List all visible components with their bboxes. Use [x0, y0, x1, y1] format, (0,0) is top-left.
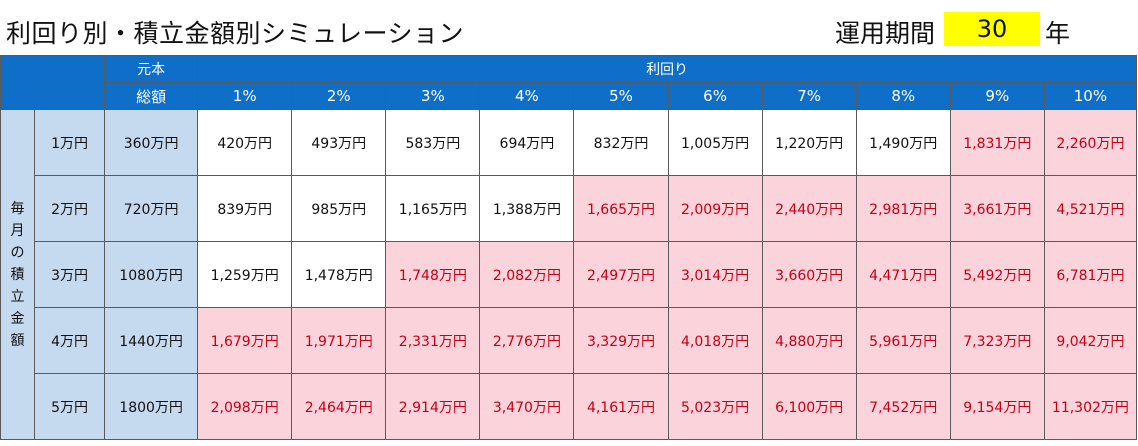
result-cell: 3,014万円 — [667, 241, 763, 308]
side-label-char: 金 — [10, 310, 25, 327]
result-cell: 3,329万円 — [573, 307, 669, 374]
header-corner-cell — [0, 55, 106, 110]
table-row: 2万円 720万円 839万円 985万円 1,165万円 1,388万円 1,665万円 2… — [1, 175, 1138, 242]
result-cell: 1,388万円 — [479, 175, 575, 242]
result-cell: 1,748万円 — [385, 241, 481, 308]
result-cell: 985万円 — [291, 175, 387, 242]
monthly-amount-cell: 1万円 — [34, 109, 106, 176]
monthly-amount-side-label: 毎月の積立金額 — [0, 109, 36, 440]
result-cell: 11,302万円 — [1043, 373, 1138, 440]
result-cell: 839万円 — [197, 175, 293, 242]
result-cell: 1,220万円 — [761, 109, 857, 176]
table-row: 4万円 1440万円 1,679万円 1,971万円 2,331万円 2,776万円 3,3… — [1, 307, 1138, 374]
principal-header-bottom: 総額 — [104, 82, 199, 110]
result-cell: 1,971万円 — [291, 307, 387, 374]
result-cell: 3,470万円 — [479, 373, 575, 440]
result-cell: 5,023万円 — [667, 373, 763, 440]
result-cell: 4,471万円 — [855, 241, 951, 308]
rate-header-cell: 8% — [855, 82, 951, 110]
result-cell: 4,018万円 — [667, 307, 763, 374]
principal-total-cell: 1440万円 — [104, 307, 199, 374]
result-cell: 493万円 — [291, 109, 387, 176]
result-cell: 2,440万円 — [761, 175, 857, 242]
side-label-char: 額 — [10, 332, 25, 349]
result-cell: 7,452万円 — [855, 373, 951, 440]
result-cell: 2,497万円 — [573, 241, 669, 308]
principal-total-cell: 1800万円 — [104, 373, 199, 440]
result-cell: 7,323万円 — [949, 307, 1045, 374]
result-cell: 4,521万円 — [1043, 175, 1138, 242]
rate-header-cell: 7% — [761, 82, 857, 110]
rate-header-cell: 6% — [667, 82, 763, 110]
yield-header: 利回り — [197, 55, 1137, 83]
monthly-amount-cell: 3万円 — [34, 241, 106, 308]
result-cell: 2,914万円 — [385, 373, 481, 440]
result-cell: 1,665万円 — [573, 175, 669, 242]
result-cell: 6,100万円 — [761, 373, 857, 440]
principal-total-cell: 720万円 — [104, 175, 199, 242]
result-cell: 1,165万円 — [385, 175, 481, 242]
result-cell: 2,331万円 — [385, 307, 481, 374]
result-cell: 1,490万円 — [855, 109, 951, 176]
principal-total-cell: 1080万円 — [104, 241, 199, 308]
rate-header-cell: 1% — [197, 82, 293, 110]
result-cell: 6,781万円 — [1043, 241, 1138, 308]
rate-header-cell: 9% — [949, 82, 1045, 110]
rate-header-cell: 10% — [1043, 82, 1138, 110]
result-cell: 4,161万円 — [573, 373, 669, 440]
period-unit: 年 — [1045, 19, 1071, 48]
page-title: 利回り別・積立金額別シミュレーション — [6, 19, 465, 48]
rate-header-cell: 3% — [385, 82, 481, 110]
monthly-amount-cell: 4万円 — [34, 307, 106, 374]
result-cell: 1,831万円 — [949, 109, 1045, 176]
result-cell: 2,098万円 — [197, 373, 293, 440]
result-cell: 2,776万円 — [479, 307, 575, 374]
result-cell: 4,880万円 — [761, 307, 857, 374]
side-label-char: 積 — [10, 266, 25, 283]
result-cell: 2,981万円 — [855, 175, 951, 242]
side-label-char: 立 — [10, 288, 25, 305]
result-cell: 420万円 — [197, 109, 293, 176]
result-cell: 832万円 — [573, 109, 669, 176]
principal-total-cell: 360万円 — [104, 109, 199, 176]
result-cell: 5,492万円 — [949, 241, 1045, 308]
result-cell: 9,042万円 — [1043, 307, 1138, 374]
rate-header-cell: 5% — [573, 82, 669, 110]
result-cell: 1,478万円 — [291, 241, 387, 308]
table-row: 5万円 1800万円 2,098万円 2,464万円 2,914万円 3,470万円 4,1… — [1, 373, 1138, 440]
table-row: 3万円 1080万円 1,259万円 1,478万円 1,748万円 2,082万円 2,4… — [1, 241, 1138, 308]
result-cell: 1,679万円 — [197, 307, 293, 374]
rate-header-cell: 4% — [479, 82, 575, 110]
period-value-field[interactable]: 30 — [944, 12, 1040, 46]
principal-header-top: 元本 — [104, 55, 199, 83]
result-cell: 5,961万円 — [855, 307, 951, 374]
side-label-char: 月 — [10, 222, 25, 239]
result-cell: 2,009万円 — [667, 175, 763, 242]
result-cell: 1,259万円 — [197, 241, 293, 308]
side-label-char: の — [10, 244, 25, 261]
side-label-char: 毎 — [10, 200, 25, 217]
monthly-amount-cell: 5万円 — [34, 373, 106, 440]
monthly-amount-cell: 2万円 — [34, 175, 106, 242]
result-cell: 2,260万円 — [1043, 109, 1138, 176]
result-cell: 2,082万円 — [479, 241, 575, 308]
table-row: 毎月の積立金額 1万円 360万円 420万円 493万円 583万円 694万円 832万円… — [0, 109, 1138, 440]
result-cell: 694万円 — [479, 109, 575, 176]
result-cell: 583万円 — [385, 109, 481, 176]
result-cell: 1,005万円 — [667, 109, 763, 176]
result-cell: 2,464万円 — [291, 373, 387, 440]
result-cell: 3,661万円 — [949, 175, 1045, 242]
rate-header-cell: 2% — [291, 82, 387, 110]
period-label: 運用期間 — [835, 19, 936, 48]
result-cell: 9,154万円 — [949, 373, 1045, 440]
result-cell: 3,660万円 — [761, 241, 857, 308]
